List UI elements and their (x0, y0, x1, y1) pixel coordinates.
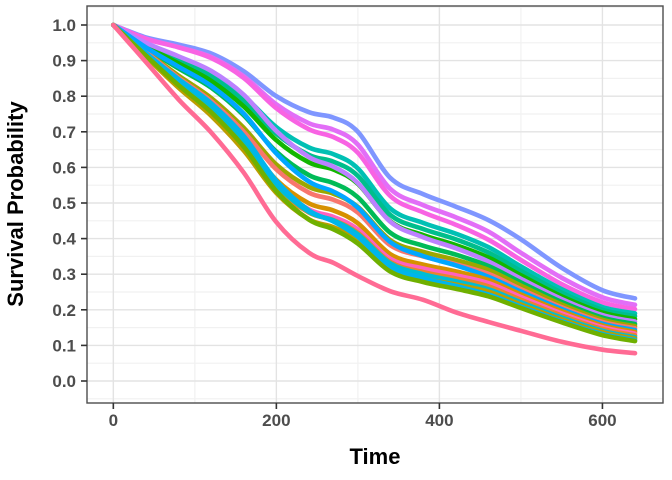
y-tick-label: 0.2 (52, 301, 76, 320)
y-tick-label: 0.7 (52, 123, 76, 142)
y-tick-label: 0.8 (52, 87, 76, 106)
y-tick-label: 0.4 (52, 230, 76, 249)
y-tick-label: 0.6 (52, 158, 76, 177)
y-tick-label: 0.5 (52, 194, 76, 213)
x-tick-label: 600 (588, 411, 616, 430)
x-tick-label: 400 (425, 411, 453, 430)
y-tick-label: 0.9 (52, 52, 76, 71)
x-tick-label: 0 (109, 411, 118, 430)
y-tick-label: 0.3 (52, 265, 76, 284)
x-axis-title: Time (349, 444, 401, 469)
survival-curve-curve-19 (111, 22, 638, 356)
y-tick-label: 1.0 (52, 16, 76, 35)
panel-border (86, 5, 664, 404)
survival-curve-curve-07 (111, 22, 638, 324)
y-tick-label: 0.1 (52, 336, 76, 355)
survival-curve-curve-01 (111, 22, 638, 301)
survival-curve-curve-05 (111, 22, 638, 319)
survival-curve-curve-11 (111, 22, 638, 333)
y-tick-label: 0.0 (52, 372, 76, 391)
survival-curve-curve-03 (111, 22, 638, 312)
x-tick-label: 200 (262, 411, 290, 430)
y-axis-title: Survival Probability (3, 101, 28, 307)
survival-curve-curve-18 (111, 22, 638, 344)
